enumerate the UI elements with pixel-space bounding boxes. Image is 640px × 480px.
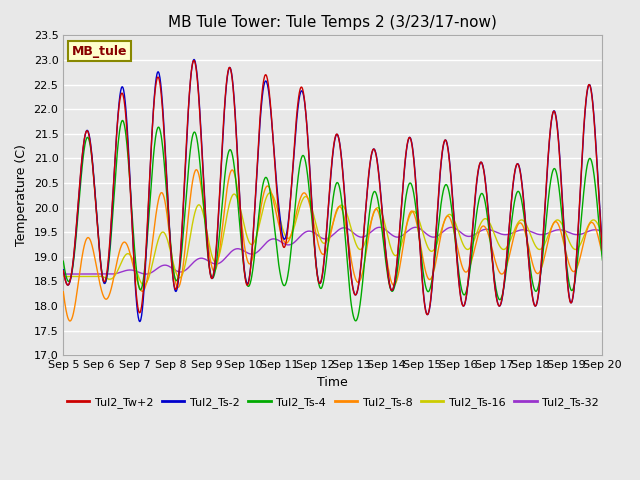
X-axis label: Time: Time xyxy=(317,376,348,389)
Y-axis label: Temperature (C): Temperature (C) xyxy=(15,144,28,246)
Title: MB Tule Tower: Tule Temps 2 (3/23/17-now): MB Tule Tower: Tule Temps 2 (3/23/17-now… xyxy=(168,15,497,30)
Text: MB_tule: MB_tule xyxy=(72,45,127,58)
Legend: Tul2_Tw+2, Tul2_Ts-2, Tul2_Ts-4, Tul2_Ts-8, Tul2_Ts-16, Tul2_Ts-32: Tul2_Tw+2, Tul2_Ts-2, Tul2_Ts-4, Tul2_Ts… xyxy=(62,392,604,412)
